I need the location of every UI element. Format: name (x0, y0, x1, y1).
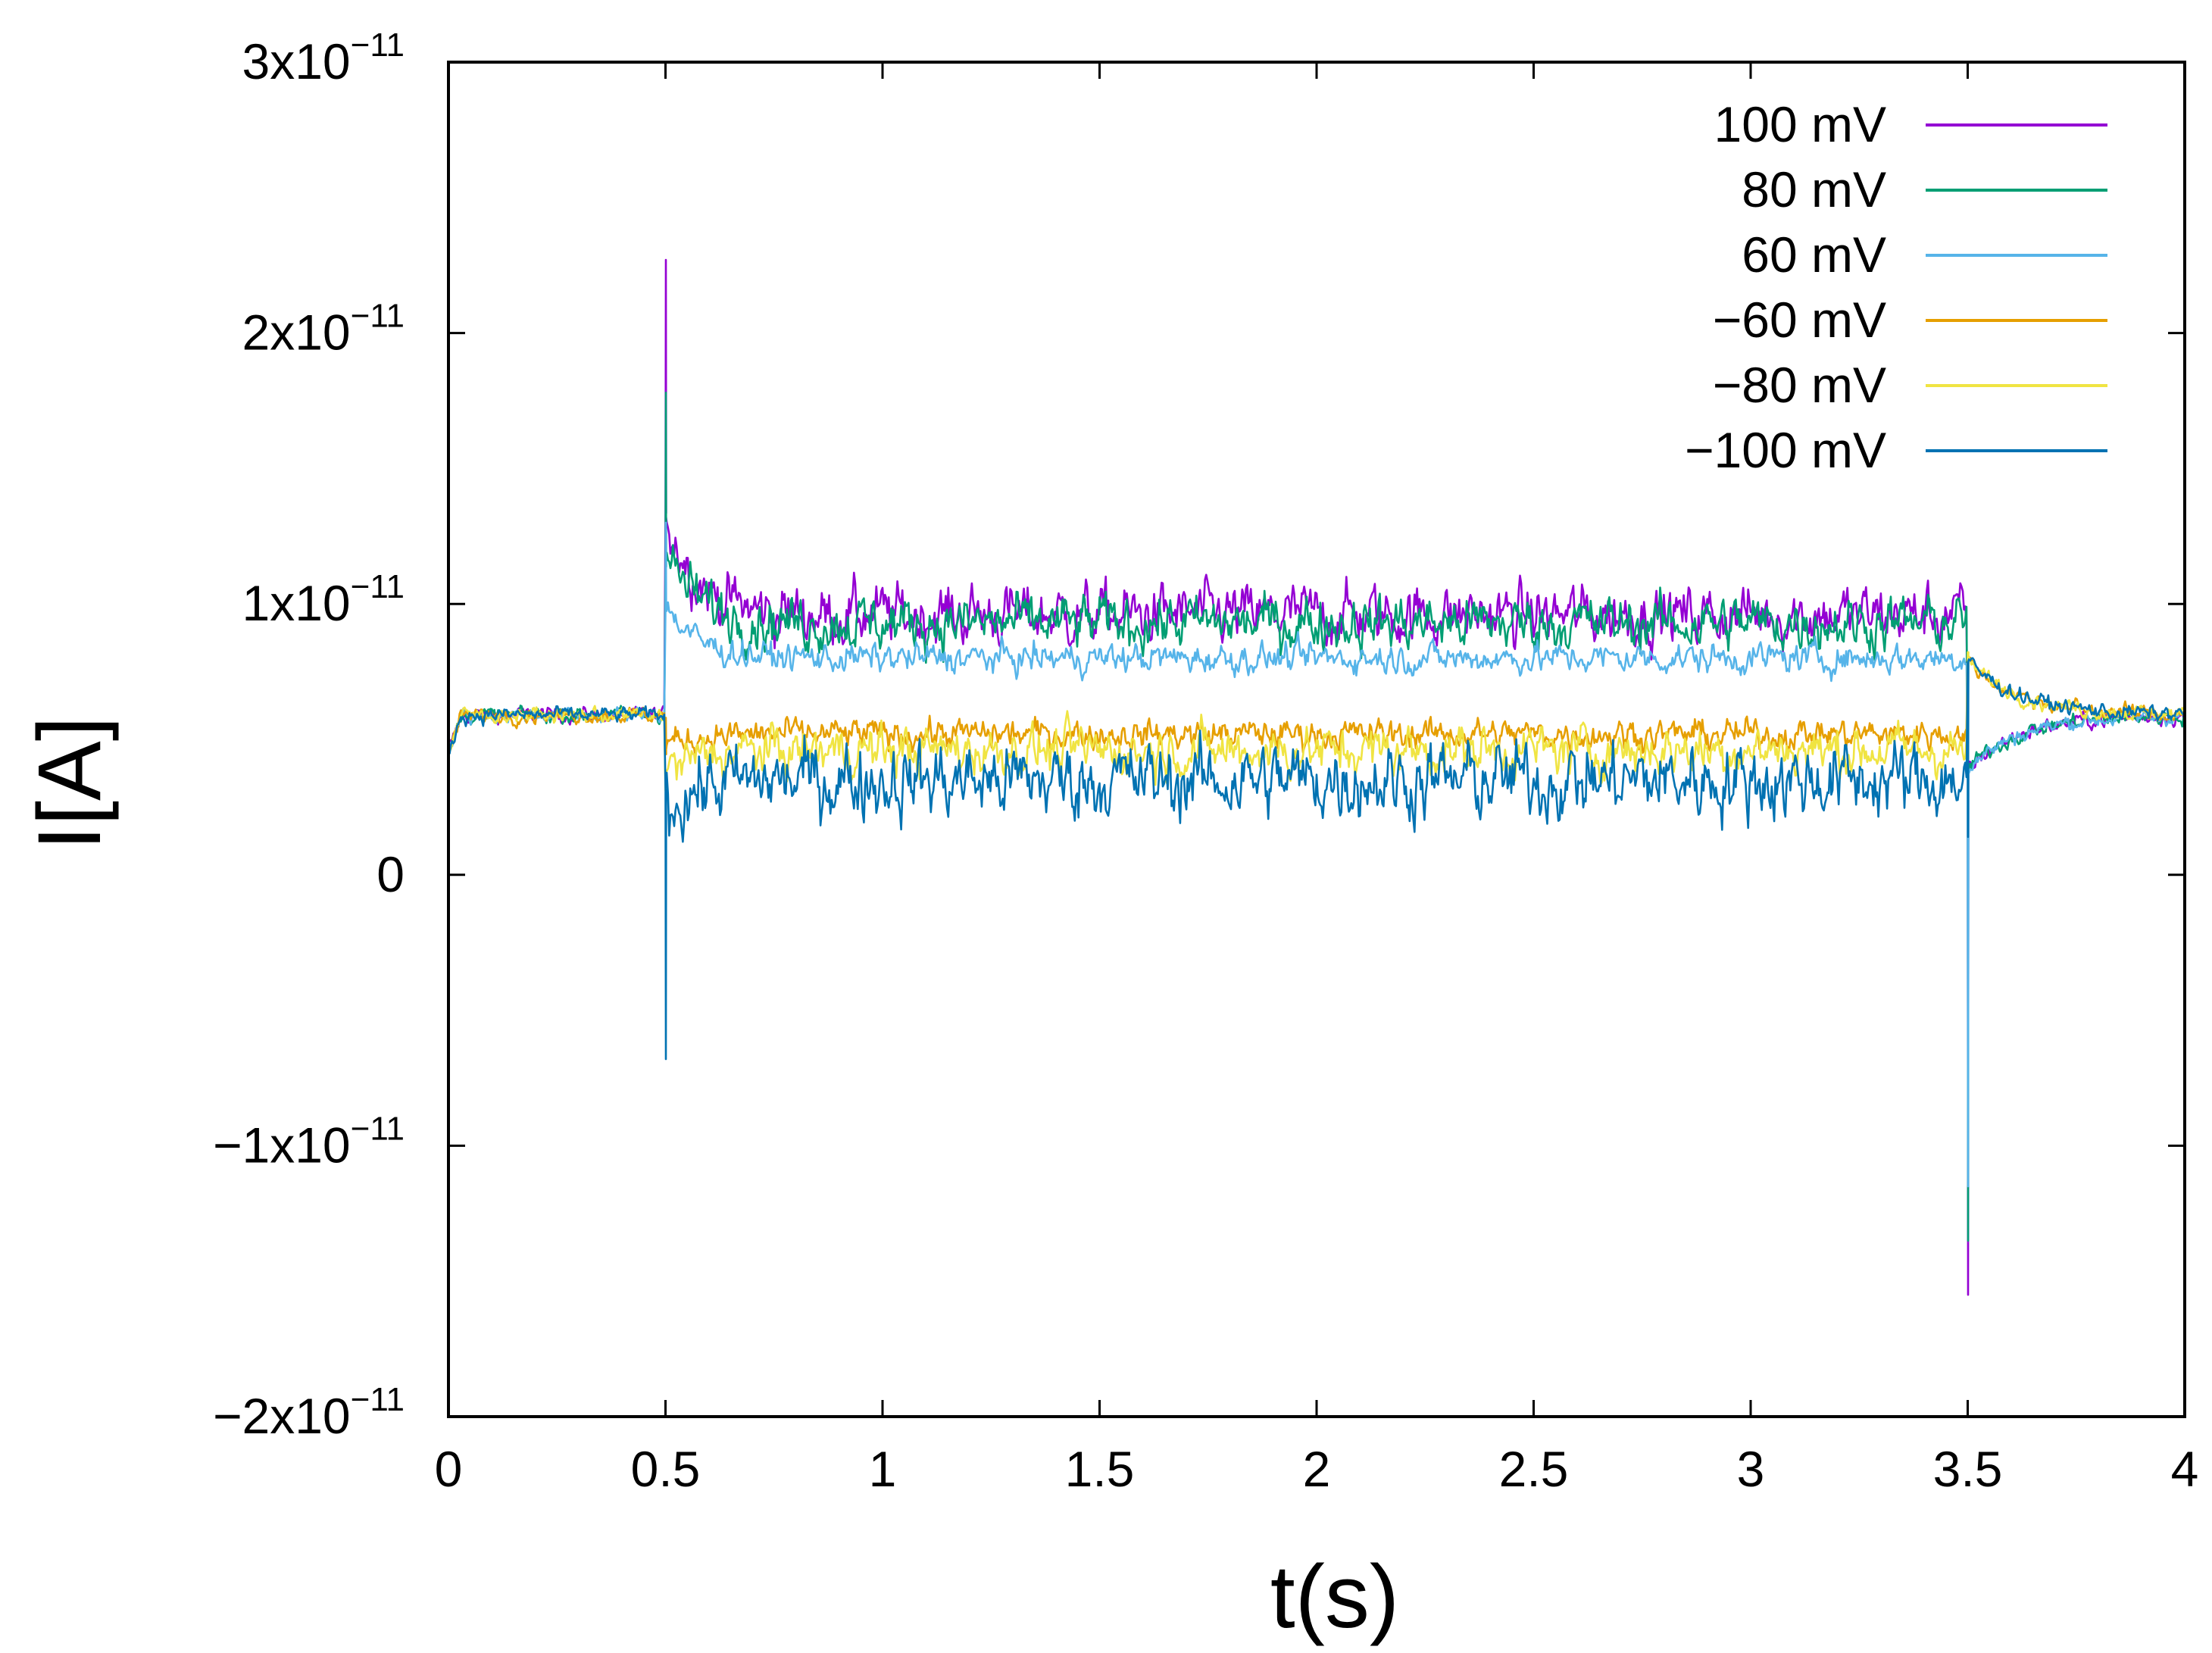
x-tick-label: 4 (2171, 1441, 2199, 1497)
legend-label: 100 mV (1714, 96, 1886, 152)
x-tick-label: 0 (435, 1441, 463, 1497)
series-line-2 (447, 521, 2185, 1188)
x-tick-label: 0.5 (631, 1441, 701, 1497)
x-axis-title: t(s) (1270, 1547, 1399, 1647)
y-tick-label: 1x10−11 (242, 568, 405, 631)
legend-label: −100 mV (1685, 422, 1886, 478)
legend-label: −60 mV (1713, 292, 1886, 348)
legend-label: 80 mV (1742, 161, 1886, 217)
y-tick-label: 0 (376, 846, 405, 902)
legend-label: 60 mV (1742, 227, 1886, 283)
x-tick-label: 2.5 (1499, 1441, 1569, 1497)
series-layer (447, 258, 2186, 1296)
x-tick-label: 1.5 (1065, 1441, 1135, 1497)
y-axis-title: I[A] (20, 716, 120, 850)
legend: 100 mV 80 mV 60 mV −60 mV −80 mV −100 mV (1685, 96, 2107, 478)
y-tick-label: 2x10−11 (242, 298, 405, 361)
x-tick-label: 2 (1303, 1441, 1331, 1497)
series-line-1 (448, 392, 2186, 1242)
y-tick-label: −2x10−11 (213, 1381, 405, 1444)
series-line-5 (447, 657, 2186, 1061)
y-tick-label: 3x10−11 (242, 27, 405, 89)
y-tick-label: −1x10−11 (213, 1110, 405, 1173)
x-tick-label: 3.5 (1933, 1441, 2003, 1497)
x-tick-label: 3 (1737, 1441, 1765, 1497)
legend-label: −80 mV (1713, 357, 1886, 413)
x-tick-label: 1 (869, 1441, 897, 1497)
tick-layer: 0 0.5 1 1.5 2 2.5 3 3.5 43x10−112x10−111x10−110−… (213, 27, 2198, 1497)
